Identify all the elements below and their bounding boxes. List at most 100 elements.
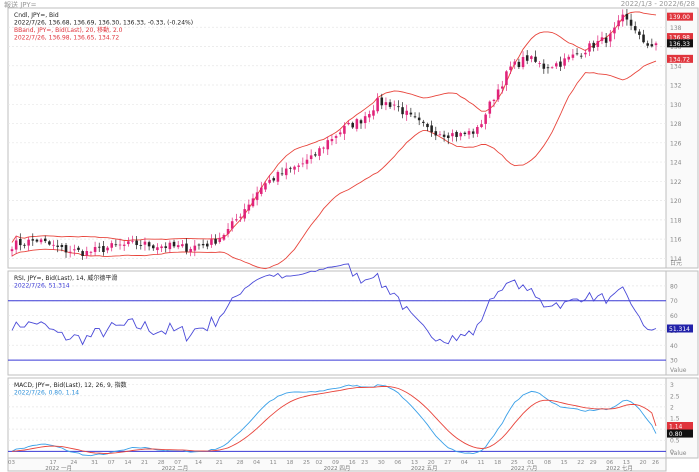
candle-body bbox=[131, 240, 134, 242]
candle-body bbox=[164, 246, 168, 248]
candle-body bbox=[621, 14, 625, 22]
candle-body bbox=[110, 243, 113, 248]
candle-body bbox=[613, 27, 616, 34]
candle-body bbox=[359, 120, 363, 124]
x-tick-label: 01 bbox=[527, 460, 534, 466]
candle-body bbox=[426, 123, 429, 128]
candle-body bbox=[326, 140, 330, 150]
candle-body bbox=[181, 244, 184, 247]
x-tick-label: 09 bbox=[332, 460, 339, 466]
macd-header-line: 2022/7/26, 0.80, 1.14 bbox=[14, 390, 79, 397]
candle-body bbox=[609, 33, 612, 42]
candle-body bbox=[413, 116, 417, 118]
price-value-badge-label: 134.72 bbox=[669, 56, 690, 63]
x-tick-label: 02 bbox=[315, 460, 322, 466]
macd-value-badge bbox=[667, 429, 693, 438]
rsi-panel-frame bbox=[7, 270, 667, 376]
rsi-header-line: RSI, JPY=, Bid(Last), 14, 威尔德平滑 bbox=[14, 274, 117, 282]
rsi-tick-label: 80 bbox=[670, 283, 678, 290]
x-tick-label: 21 bbox=[141, 460, 148, 466]
candle-body bbox=[118, 244, 122, 246]
x-tick-label: 04 bbox=[461, 460, 468, 466]
x-tick-label: 06 bbox=[606, 460, 613, 466]
candle-body bbox=[517, 61, 521, 68]
candle-body bbox=[592, 42, 595, 48]
candle-body bbox=[301, 163, 305, 165]
candle-body bbox=[276, 172, 280, 182]
candle-body bbox=[176, 245, 180, 248]
x-tick-label: 14 bbox=[124, 460, 131, 466]
candle-body bbox=[201, 244, 205, 246]
candle-body bbox=[509, 66, 512, 71]
price-value-badge bbox=[667, 54, 693, 63]
price-panel-frame bbox=[7, 7, 667, 269]
price-header-line: 2022/7/26, 136.68, 136.69, 136.30, 136.3… bbox=[14, 20, 193, 27]
x-tick-label: 07 bbox=[108, 460, 115, 466]
candle-body bbox=[147, 242, 151, 247]
candle-body bbox=[575, 53, 579, 55]
candle-body bbox=[451, 133, 454, 137]
candle-body bbox=[513, 61, 517, 65]
candle-body bbox=[600, 37, 604, 41]
candle-body bbox=[542, 63, 546, 69]
candle-body bbox=[247, 204, 251, 211]
price-tick-label: 132 bbox=[670, 83, 682, 90]
candle-body bbox=[143, 241, 147, 245]
candle-body bbox=[235, 219, 238, 221]
x-tick-label: 28 bbox=[237, 460, 244, 466]
candle-body bbox=[459, 133, 463, 137]
macd-value-badge-label: 0.80 bbox=[669, 431, 683, 438]
candle-body bbox=[39, 239, 43, 243]
macd-tick-label: 1.5 bbox=[670, 416, 680, 423]
x-month-label: 2022 一月 bbox=[45, 465, 72, 472]
candle-body bbox=[397, 106, 400, 108]
candle-body bbox=[89, 251, 93, 253]
x-tick-label: 30 bbox=[378, 460, 385, 466]
candle-body bbox=[500, 86, 504, 89]
candle-body bbox=[314, 154, 317, 156]
candle-body bbox=[239, 216, 242, 218]
candle-body bbox=[156, 247, 159, 251]
candle-body bbox=[160, 246, 163, 249]
candle-body bbox=[214, 238, 217, 244]
price-header-line: BBand, JPY=, Bid(Last), 20, 移動, 2.0 bbox=[14, 26, 123, 34]
candle-body bbox=[525, 55, 529, 61]
candle-body bbox=[293, 166, 296, 170]
candle-body bbox=[97, 246, 101, 248]
candle-body bbox=[31, 239, 35, 241]
candle-body bbox=[222, 234, 226, 240]
rsi-value-badge-label: 51.314 bbox=[669, 326, 690, 333]
candle-body bbox=[629, 19, 633, 26]
candle-body bbox=[638, 31, 641, 35]
candle-body bbox=[297, 165, 300, 167]
x-tick-label: 29 bbox=[590, 460, 597, 466]
candle-body bbox=[338, 132, 342, 135]
candle-body bbox=[255, 192, 259, 200]
candle-body bbox=[372, 110, 375, 116]
price-axis-frame bbox=[665, 7, 699, 269]
candle-body bbox=[488, 101, 492, 114]
price-value-badge bbox=[667, 12, 693, 21]
candle-body bbox=[430, 125, 433, 133]
candle-body bbox=[218, 237, 222, 242]
price-unit-label: 日元 bbox=[670, 260, 682, 267]
candle-body bbox=[471, 131, 475, 134]
candle-body bbox=[210, 239, 213, 245]
candle-body bbox=[77, 247, 80, 250]
x-month-label: 2022 二月 bbox=[162, 465, 189, 472]
x-tick-label: 16 bbox=[349, 460, 356, 466]
candle-body bbox=[102, 245, 105, 253]
candle-body bbox=[492, 99, 496, 101]
candle-body bbox=[251, 198, 255, 207]
x-tick-label: 11 bbox=[270, 460, 277, 466]
candle-body bbox=[106, 247, 109, 251]
candle-body bbox=[93, 247, 97, 252]
rsi-value-badge bbox=[667, 324, 693, 333]
price-tick-label: 114 bbox=[670, 256, 682, 263]
candle-body bbox=[243, 209, 246, 219]
candle-body bbox=[81, 251, 84, 256]
price-header-line: Cndl, JPY=, Bid bbox=[14, 12, 59, 19]
candle-body bbox=[455, 131, 458, 137]
candle-body bbox=[567, 56, 571, 60]
candle-body bbox=[484, 114, 487, 124]
